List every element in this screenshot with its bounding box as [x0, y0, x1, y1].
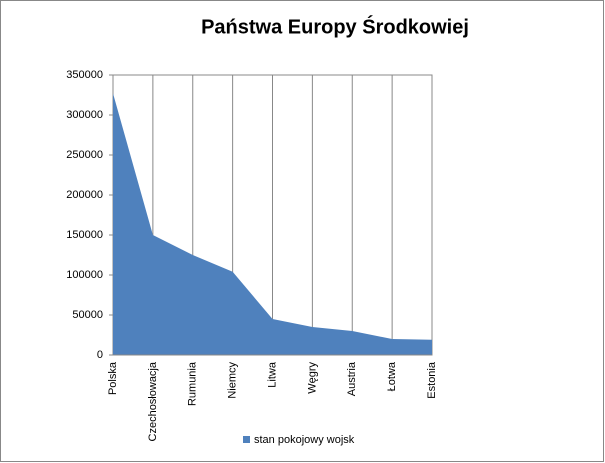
y-tick-label: 200000 [66, 189, 103, 201]
legend-swatch [243, 436, 250, 443]
legend-label: stan pokojowy wojsk [254, 434, 355, 446]
area [113, 93, 432, 356]
y-tick-label: 100000 [66, 269, 103, 281]
y-tick-label: 250000 [66, 149, 103, 161]
x-tick-label: Czechosłowacja [147, 361, 159, 441]
x-tick-label: Węgry [306, 362, 318, 394]
y-tick-label: 300000 [66, 109, 103, 121]
x-tick-label: Estonia [426, 361, 438, 399]
y-tick-label: 50000 [72, 309, 103, 321]
x-tick-label: Litwa [266, 361, 278, 388]
y-tick-label: 150000 [66, 229, 103, 241]
x-tick-label: Niemcy [227, 362, 239, 399]
x-tick-label: Rumunia [187, 361, 199, 406]
x-tick-label: Łotwa [386, 361, 398, 391]
y-tick-label: 350000 [66, 69, 103, 81]
y-tick-label: 0 [97, 349, 103, 361]
x-tick-label: Polska [107, 361, 119, 395]
chart-title: Państwa Europy Środkowiej [201, 14, 469, 38]
x-tick-label: Austria [346, 361, 358, 396]
